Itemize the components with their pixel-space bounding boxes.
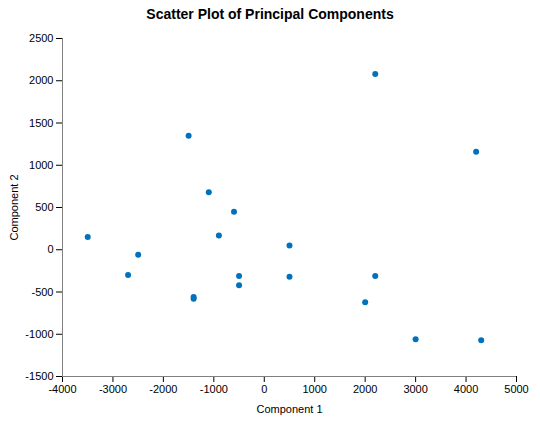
svg-text:5000: 5000 xyxy=(504,383,528,395)
svg-text:-4000: -4000 xyxy=(48,383,76,395)
svg-text:-1000: -1000 xyxy=(200,383,228,395)
svg-text:-1500: -1500 xyxy=(25,370,53,382)
svg-text:3000: 3000 xyxy=(403,383,427,395)
svg-text:Component 2: Component 2 xyxy=(8,174,20,240)
svg-text:1000: 1000 xyxy=(29,159,53,171)
svg-text:1000: 1000 xyxy=(302,383,326,395)
html-text:Scatter Plot of Principal Comp: Scatter Plot of Principal Components xyxy=(146,6,394,22)
svg-text:2000: 2000 xyxy=(29,74,53,86)
svg-text:-2000: -2000 xyxy=(149,383,177,395)
svg-text:4000: 4000 xyxy=(454,383,478,395)
svg-text:500: 500 xyxy=(35,201,53,213)
svg-text:Component 1: Component 1 xyxy=(256,403,322,415)
svg-text:0: 0 xyxy=(261,383,267,395)
svg-text:-1000: -1000 xyxy=(25,328,53,340)
svg-text:2500: 2500 xyxy=(29,32,53,44)
svg-text:-3000: -3000 xyxy=(99,383,127,395)
svg-text:1500: 1500 xyxy=(29,117,53,129)
svg-text:-500: -500 xyxy=(31,286,53,298)
svg-text:0: 0 xyxy=(47,243,53,255)
svg-text:2000: 2000 xyxy=(353,383,377,395)
